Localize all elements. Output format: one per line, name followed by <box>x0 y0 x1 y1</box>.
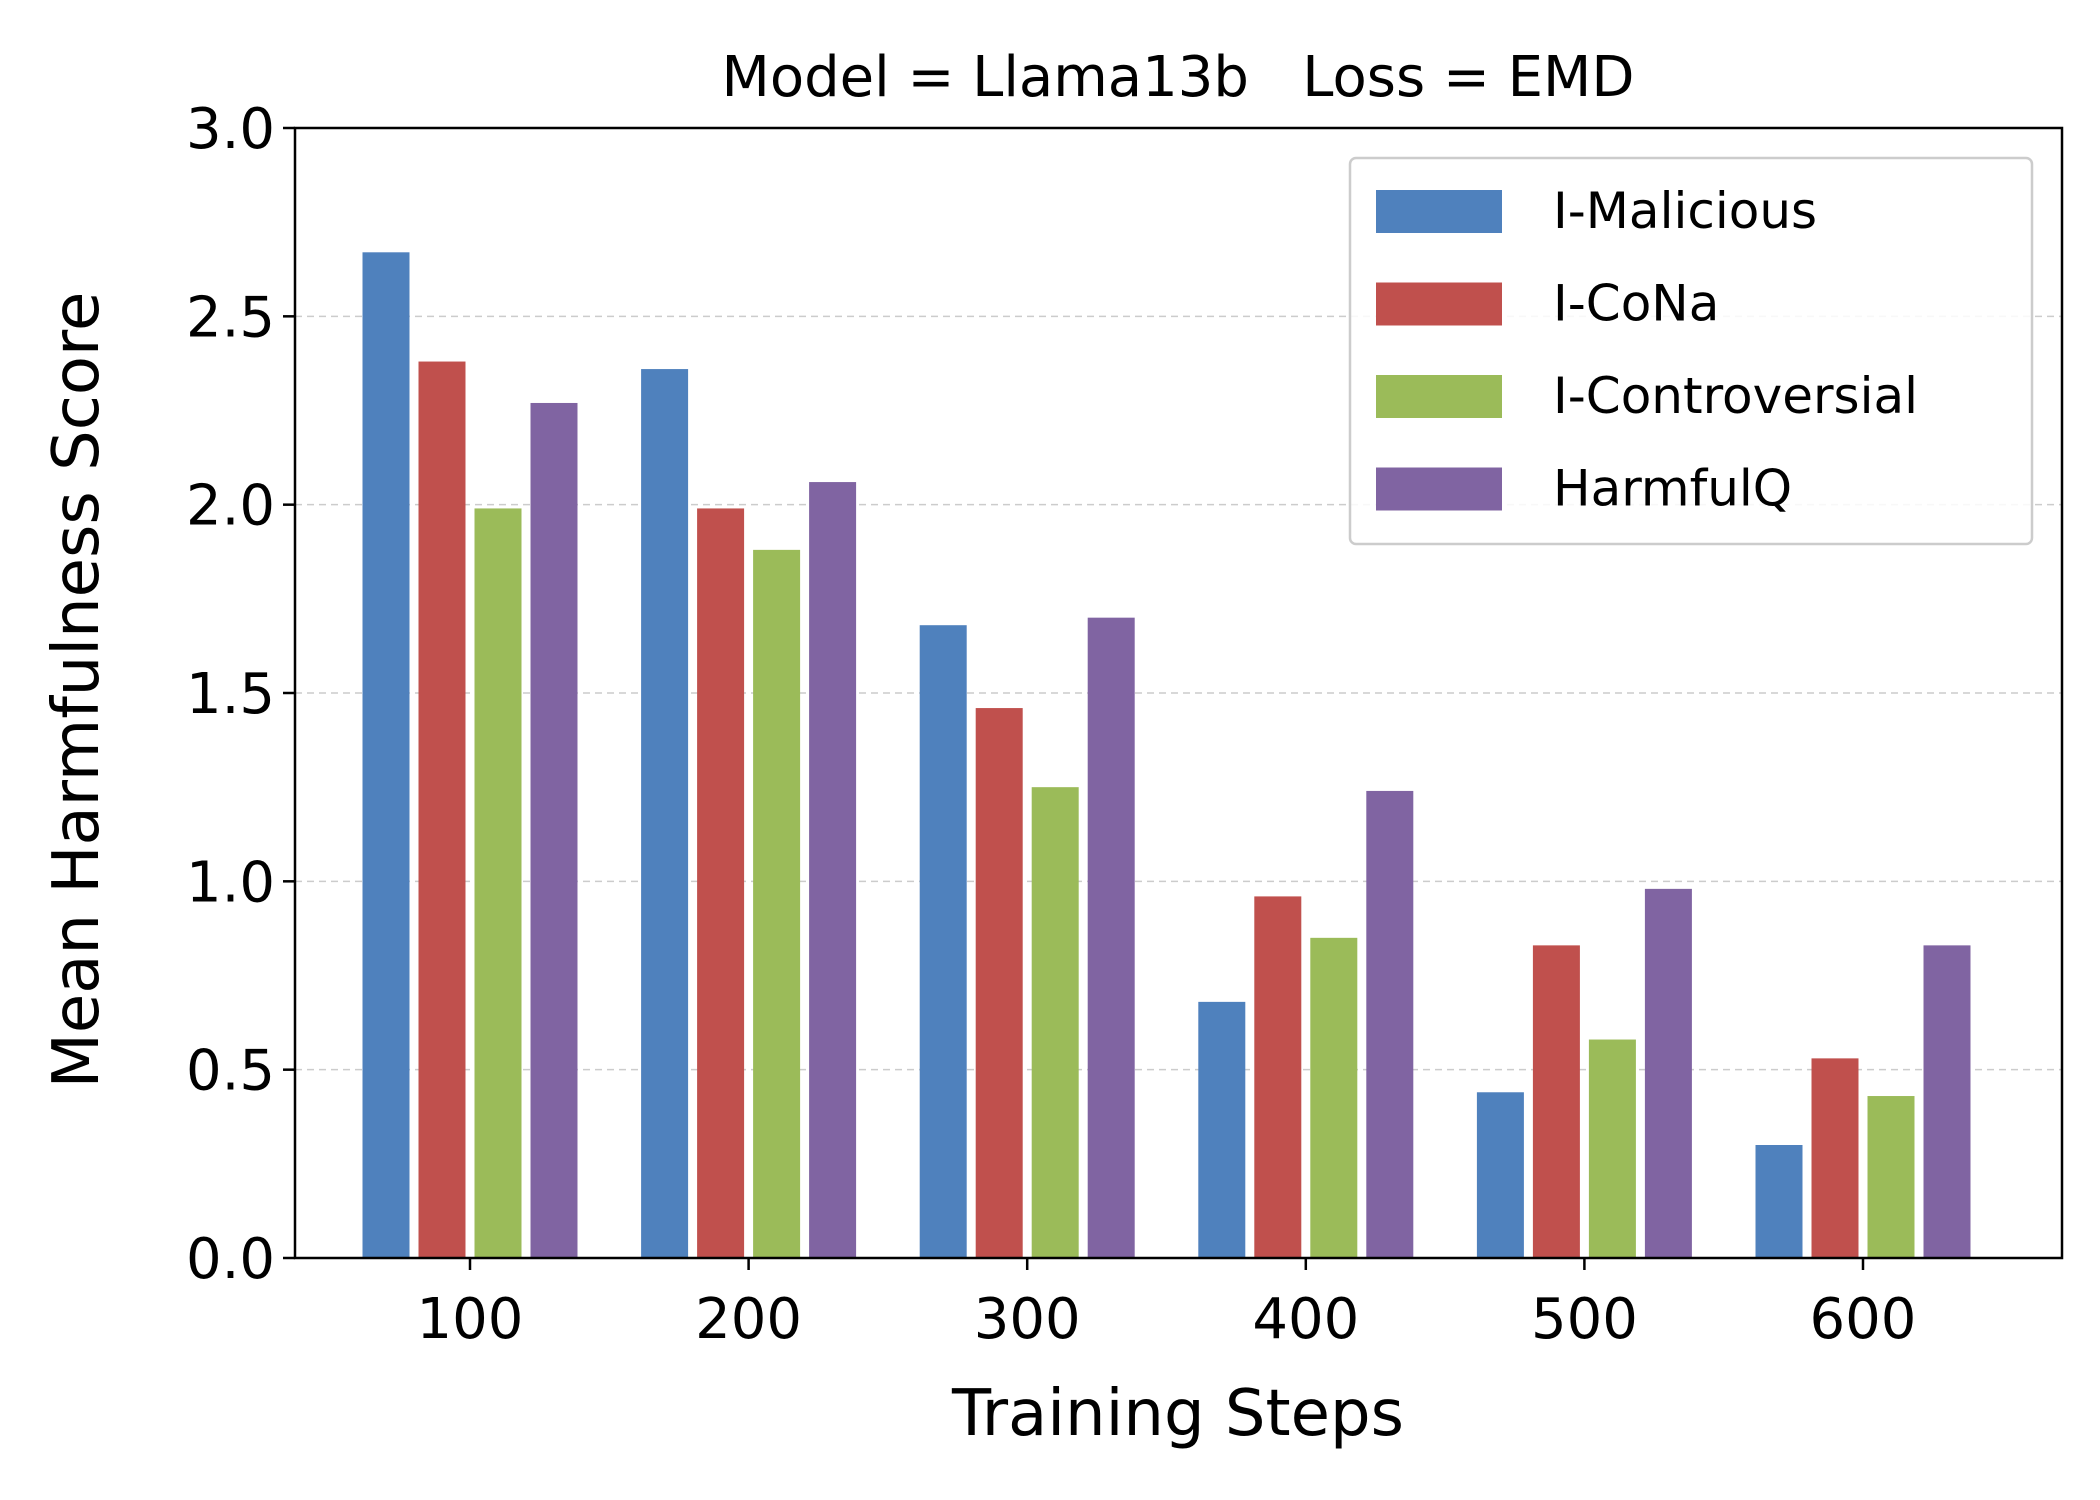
chart-title: Model = Llama13b Loss = EMD <box>722 45 1635 110</box>
bar-i-malicious-300 <box>919 625 967 1258</box>
legend-label: I-Controversial <box>1553 367 1918 425</box>
y-tick-label: 0.0 <box>186 1227 275 1292</box>
y-tick-label: 0.5 <box>186 1039 275 1104</box>
bar-i-malicious-200 <box>641 369 689 1259</box>
legend-label: I-CoNa <box>1553 275 1719 333</box>
bar-i-controversial-300 <box>1031 787 1079 1258</box>
x-tick-label: 200 <box>695 1287 802 1352</box>
bar-harmfulq-500 <box>1644 888 1692 1258</box>
x-tick-label: 100 <box>417 1287 524 1352</box>
y-tick-label: 1.5 <box>186 662 275 727</box>
x-tick-label: 600 <box>1810 1287 1917 1352</box>
bar-i-controversial-100 <box>474 508 522 1258</box>
grid-lines <box>295 315 2062 1071</box>
bar-harmfulq-400 <box>1366 790 1414 1258</box>
bar-i-controversial-200 <box>753 549 801 1258</box>
bar-i-controversial-500 <box>1588 1039 1636 1258</box>
bar-i-controversial-600 <box>1867 1096 1915 1258</box>
bar-harmfulq-200 <box>809 482 857 1259</box>
legend-swatch <box>1376 375 1502 418</box>
legend: I-Malicious I-CoNa I-Controversial HarmfulQ <box>1348 156 2034 546</box>
bar-i-cona-200 <box>697 508 745 1258</box>
legend-swatch <box>1376 190 1502 233</box>
bar-i-malicious-100 <box>362 252 410 1259</box>
bar-i-malicious-400 <box>1198 1001 1246 1258</box>
bar-harmfulq-300 <box>1087 617 1135 1258</box>
legend-swatch <box>1376 467 1502 511</box>
bar-i-malicious-600 <box>1755 1145 1803 1258</box>
bar-i-cona-100 <box>418 361 466 1258</box>
bar-i-controversial-400 <box>1310 937 1358 1258</box>
bars <box>362 252 1971 1259</box>
bar-i-cona-500 <box>1532 945 1580 1258</box>
axes: 0.0 0.5 1.0 1.5 2.0 2.5 3.0 100 200 300 400 500 600 <box>186 97 1917 1352</box>
y-axis-label: Mean Harmfulness Score <box>40 292 114 1089</box>
bar-i-malicious-500 <box>1476 1092 1524 1258</box>
x-tick-label: 500 <box>1531 1287 1638 1352</box>
y-tick-label: 2.0 <box>186 474 275 539</box>
x-axis-label: Training Steps <box>951 1377 1404 1451</box>
x-tick-label: 400 <box>1252 1287 1359 1352</box>
bar-i-cona-600 <box>1811 1058 1859 1258</box>
x-tick-label: 300 <box>974 1287 1081 1352</box>
y-tick-label: 3.0 <box>186 97 275 162</box>
bar-harmfulq-100 <box>530 402 578 1258</box>
legend-frame <box>1348 156 2034 546</box>
legend-swatch <box>1376 282 1502 326</box>
legend-label: HarmfulQ <box>1553 460 1792 518</box>
y-tick-label: 1.0 <box>186 850 275 915</box>
y-tick-label: 2.5 <box>186 285 275 350</box>
legend-label: I-Malicious <box>1553 182 1817 240</box>
bar-i-cona-300 <box>975 708 1023 1258</box>
bar-harmfulq-600 <box>1923 945 1971 1258</box>
bar-i-cona-400 <box>1254 896 1302 1258</box>
